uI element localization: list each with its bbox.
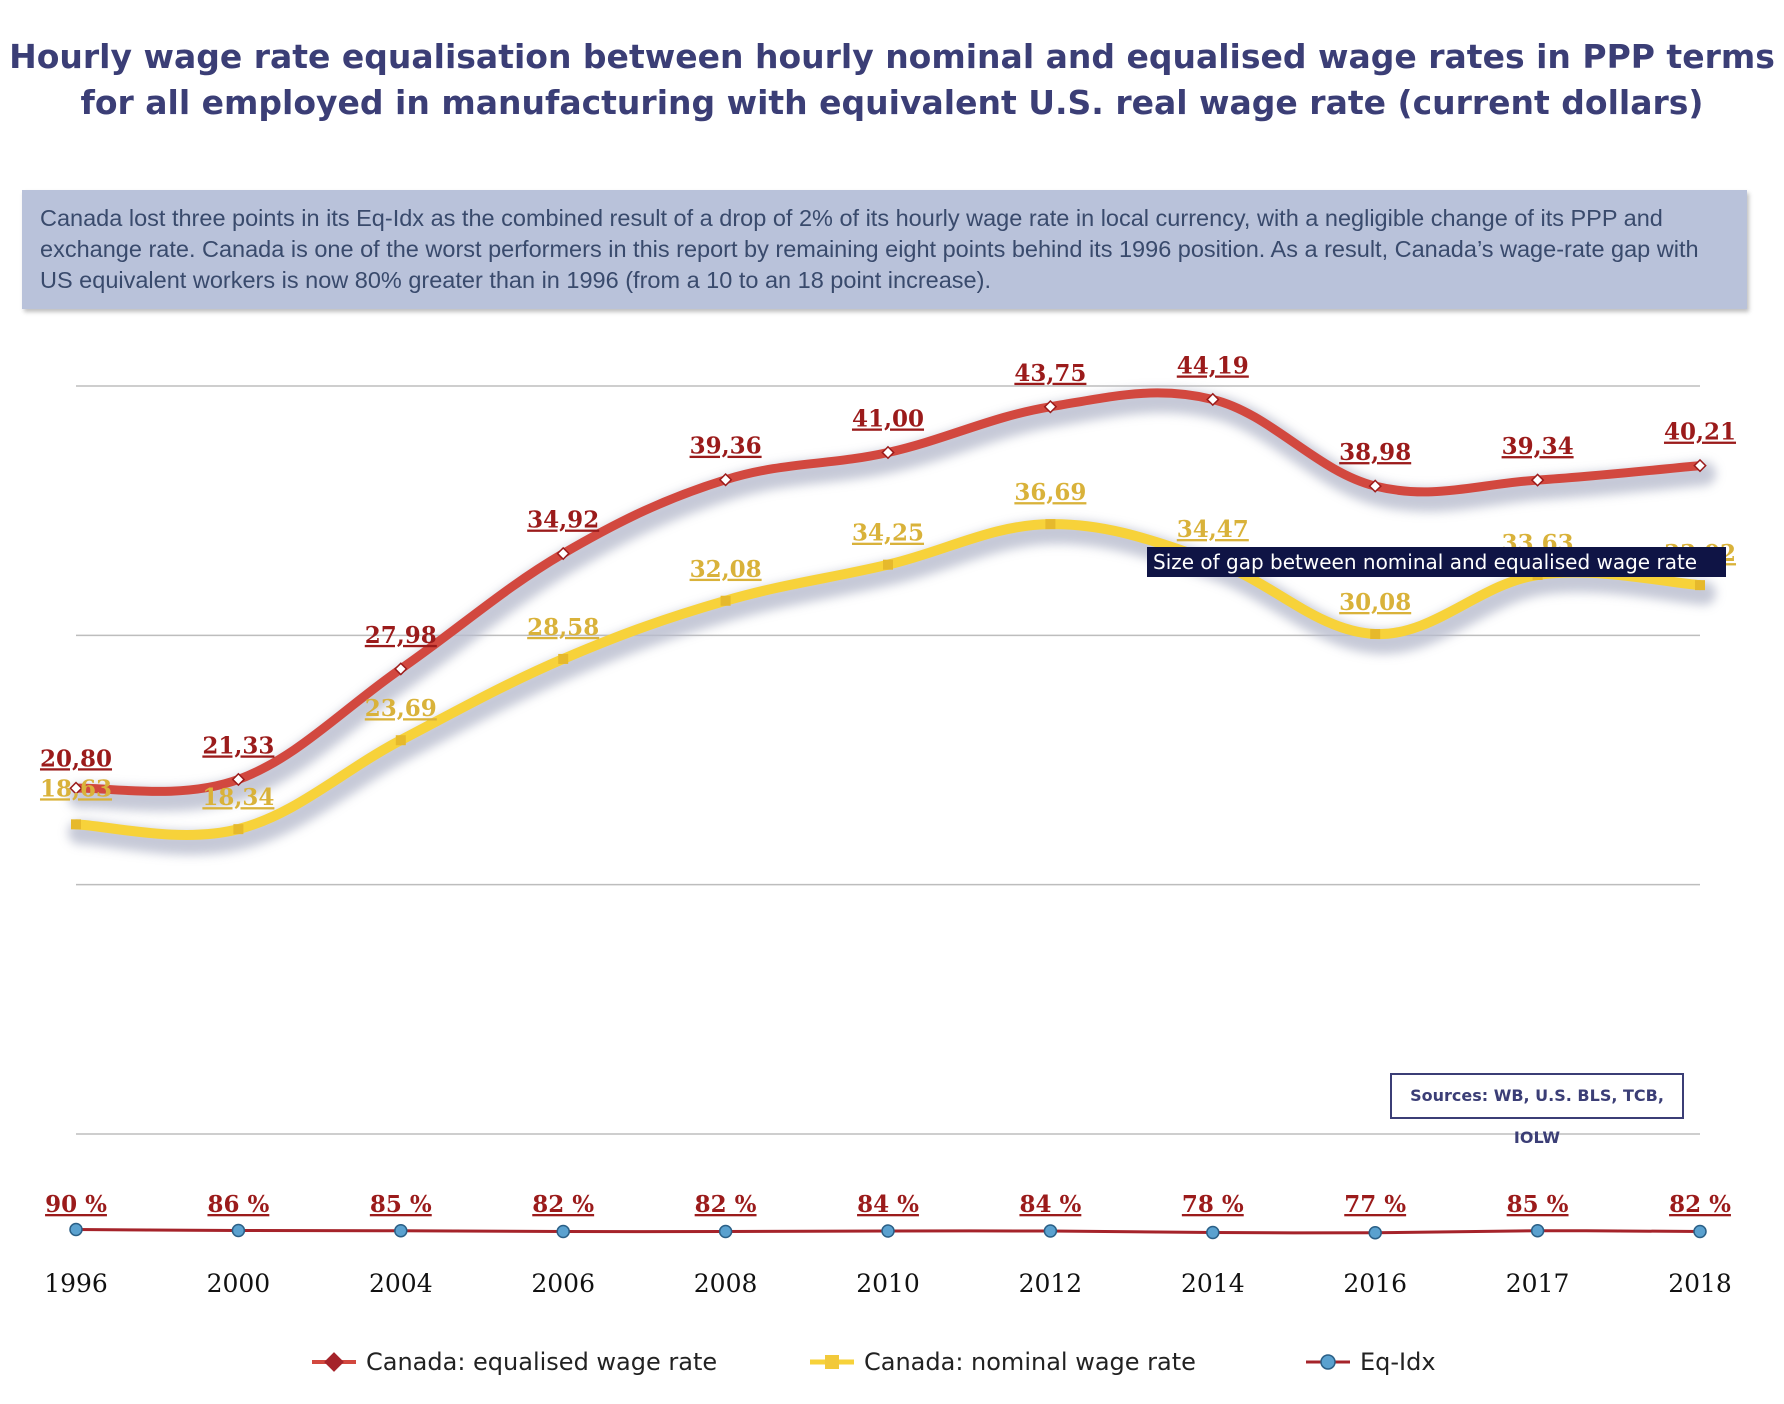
equalised-wage-line [71,388,1705,796]
nominal-marker [558,653,569,664]
eqidx-value-label: 84 % [1019,1191,1081,1218]
equalised-value-label: 40,21 [1664,419,1736,446]
legend-item-eqidx: Eq-Idx [1304,1348,1436,1376]
equalised-marker [1043,400,1058,414]
line-halos [68,388,1716,855]
eqidx-marker [1206,1225,1220,1240]
eqidx-marker [1693,1224,1707,1239]
nominal-marker [720,595,731,606]
x-tick-label: 2006 [531,1269,595,1298]
equalised-value-label: 34,92 [527,507,599,534]
equalised-legend-icon [312,1352,356,1372]
eqidx-value-label: 84 % [857,1191,919,1218]
eqidx-value-label: 85 % [1507,1191,1569,1218]
legend-item-equalised: Canada: equalised wage rate [310,1348,717,1376]
eqidx-marker [881,1224,895,1238]
legend-item-nominal: Canada: nominal wage rate [808,1348,1196,1376]
equalised-value-label: 20,80 [40,745,112,772]
chart-title: Hourly wage rate equalisation between ho… [0,34,1784,126]
x-tick-label: 2014 [1181,1269,1245,1298]
x-tick-label: 2016 [1343,1269,1407,1298]
eqidx-value-label: 90 % [45,1191,107,1218]
legend-label-nominal: Canada: nominal wage rate [864,1348,1196,1376]
equalised-value-label: 38,98 [1339,439,1411,466]
eqidx-marker [1530,1224,1545,1238]
eqidx-legend-icon [1306,1354,1350,1370]
eqidx-marker [1368,1226,1382,1240]
eqidx-value-label: 85 % [370,1191,432,1218]
x-tick-label: 2018 [1668,1269,1732,1298]
x-axis-labels: 1996 2000 2004 2006 2008 2010 2012 2014 2016 2017… [44,1269,1732,1298]
equalised-value-label: 41,00 [852,405,924,432]
sources-box: Sources: WB, U.S. BLS, TCB, IOLW [1390,1073,1684,1147]
equalised-marker [556,546,570,561]
eqidx-value-label: 78 % [1182,1191,1244,1218]
nominal-line-shadow [68,520,1716,855]
nominal-marker [883,559,893,570]
nominal-value-label: 18,34 [202,784,274,811]
nominal-marker [71,819,81,830]
equalised-marker [1693,458,1707,473]
equalised-value-label: 39,36 [690,433,762,460]
nominal-marker [233,824,244,835]
nominal-marker [1695,580,1705,591]
eqidx-marker [1043,1224,1058,1238]
commentary-box: Canada lost three points in its Eq-Idx a… [22,190,1747,309]
data-labels: 20,80 21,33 27,98 34,92 39,36 41,00 43,75 44,19… [40,352,1736,1218]
x-tick-label: 2008 [694,1269,758,1298]
nominal-value-label: 18,63 [40,775,112,802]
eqidx-value-label: 86 % [207,1191,269,1218]
legend-label-equalised: Canada: equalised wage rate [366,1348,718,1376]
nominal-legend-icon [810,1355,854,1369]
x-tick-label: 2000 [207,1269,271,1298]
eqidx-marker [556,1224,570,1239]
eqidx-value-label: 82 % [532,1191,594,1218]
equalised-value-label: 43,75 [1014,360,1086,387]
legend-label-eqidx: Eq-Idx [1360,1348,1436,1376]
equalised-marker [1206,392,1220,407]
nominal-value-label: 36,69 [1014,479,1086,506]
eqidx-value-label: 82 % [695,1191,757,1218]
equalised-marker [1530,473,1545,487]
x-tick-label: 2010 [856,1269,920,1298]
equalised-value-label: 39,34 [1502,433,1574,460]
equalised-marker [394,662,408,676]
equalised-marker [718,473,733,487]
nominal-value-label: 23,69 [365,695,437,722]
nominal-value-label: 34,25 [852,520,924,547]
x-tick-label: 2012 [1019,1269,1083,1298]
title-line-1: Hourly wage rate equalisation between ho… [9,37,1775,76]
equalised-marker [69,781,83,795]
eqidx-value-label: 77 % [1344,1191,1406,1218]
nominal-value-label: 32,08 [690,556,762,583]
eqidx-marker [231,1223,246,1238]
gap-annotation: Size of gap between nominal and equalise… [1147,547,1726,577]
x-tick-label: 2017 [1506,1269,1570,1298]
equalised-value-label: 44,19 [1177,352,1249,379]
x-tick-label: 1996 [44,1269,108,1298]
nominal-value-label: 34,47 [1177,516,1249,543]
eqidx-value-label: 82 % [1669,1191,1731,1218]
equalised-marker [1368,479,1382,493]
eqidx-marker [394,1224,408,1238]
equalised-marker [881,445,895,460]
nominal-value-label: 30,08 [1339,589,1411,616]
equalised-line-shadow [68,388,1716,812]
gridlines [76,385,1700,1135]
equalised-value-label: 27,98 [365,622,437,649]
nominal-marker [395,735,406,746]
eqidx-marker [718,1224,733,1239]
title-line-2: for all employed in manufacturing with e… [80,83,1704,122]
nominal-marker [1045,519,1056,530]
equalised-marker [231,772,246,787]
eqidx-marker [69,1222,83,1237]
nominal-marker [1370,629,1381,640]
nominal-value-label: 28,58 [527,614,599,641]
x-tick-label: 2004 [369,1269,433,1298]
equalised-value-label: 21,33 [202,732,274,759]
